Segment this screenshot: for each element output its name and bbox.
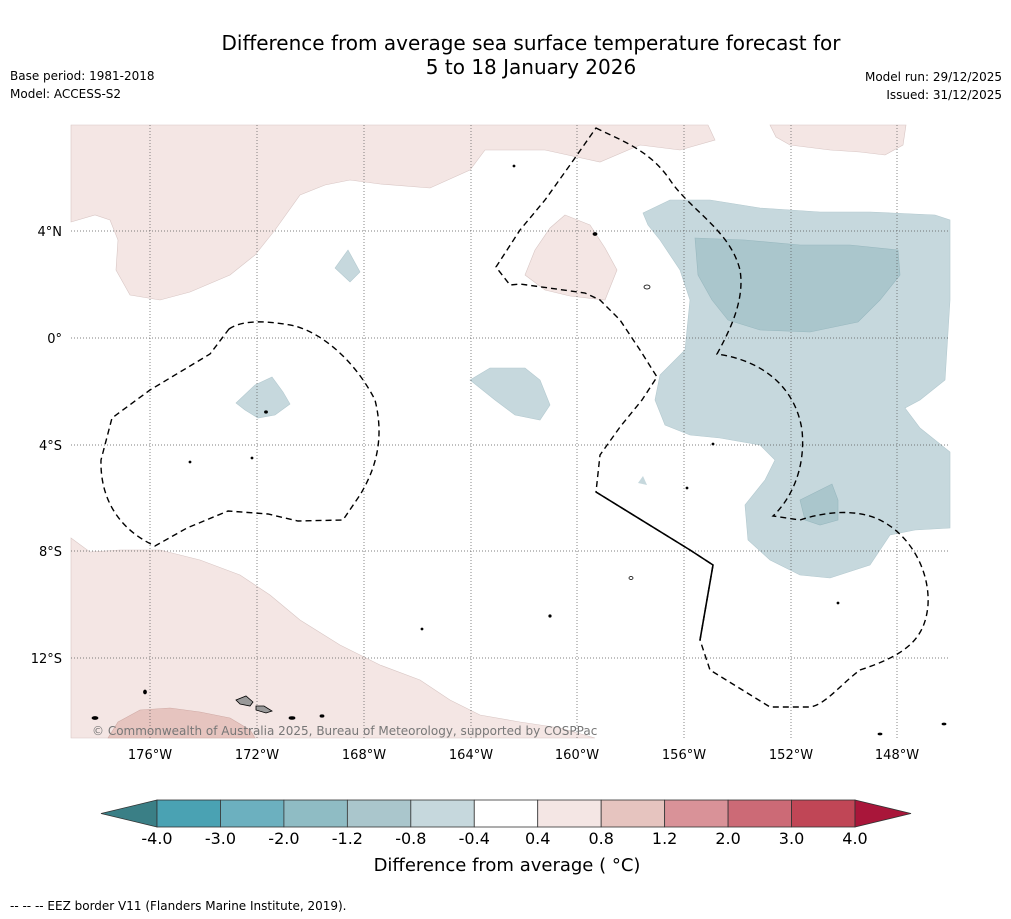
title-line-1: Difference from average sea surface temp… xyxy=(221,31,841,55)
colorbar-tick-label: 1.2 xyxy=(651,829,678,848)
island-12 xyxy=(188,460,192,464)
island-1 xyxy=(592,232,598,236)
cool-region-east-strong xyxy=(694,237,901,333)
eez-border-solid-segment xyxy=(595,491,714,641)
lon-label-148w: 148°W xyxy=(875,748,919,763)
island-9 xyxy=(319,714,325,718)
colorbar-tick-label: -3.0 xyxy=(204,829,237,848)
colorbar-segment xyxy=(283,799,348,828)
island-17 xyxy=(420,627,424,631)
issued-date: Issued: 31/12/2025 xyxy=(886,88,1002,102)
colorbar-title: Difference from average ( °C) xyxy=(373,855,641,876)
lon-label-164w: 164°W xyxy=(449,748,493,763)
eez-footnote: -- -- -- EEZ border V11 (Flanders Marine… xyxy=(10,899,347,913)
island-7 xyxy=(91,716,99,720)
colorbar-segment xyxy=(220,799,285,828)
model-run: Model run: 29/12/2025 xyxy=(864,70,1002,84)
warm-region-south xyxy=(70,537,596,739)
cool-region-small-2 xyxy=(235,376,291,419)
lat-label-0: 0° xyxy=(47,332,62,347)
colorbar-tick-label: -0.4 xyxy=(458,829,490,848)
islands xyxy=(91,164,947,736)
island-13 xyxy=(250,456,254,460)
eez-border-west xyxy=(100,321,380,547)
lat-label-4n: 4°N xyxy=(38,225,63,240)
lat-label-8s: 8°S xyxy=(39,545,62,560)
colorbar-tick-label: -4.0 xyxy=(141,829,173,848)
colorbar-tick-label: 3.0 xyxy=(778,829,805,848)
lon-label-172w: 172°W xyxy=(235,748,279,763)
colorbar-tick-label: 4.0 xyxy=(842,829,868,848)
cool-region-small-1 xyxy=(334,249,361,283)
colorbar-tick-label: -0.8 xyxy=(395,829,427,848)
colorbar-segment xyxy=(473,799,539,828)
island-savaii xyxy=(235,695,254,707)
meta-right: Model run: 29/12/2025 Issued: 31/12/2025 xyxy=(865,68,1002,104)
colorbar-segment xyxy=(537,799,602,828)
colorbar-segment xyxy=(156,799,221,828)
island-15 xyxy=(685,486,689,490)
island-14 xyxy=(711,442,715,446)
lon-label-156w: 156°W xyxy=(662,748,706,763)
copyright-notice: © Commonwealth of Australia 2025, Bureau… xyxy=(92,724,598,738)
model-name: Model: ACCESS-S2 xyxy=(10,87,122,101)
colorbar-segment xyxy=(664,799,729,828)
island-11 xyxy=(941,722,947,726)
warm-region-ne xyxy=(769,124,907,156)
island-4 xyxy=(143,689,147,695)
island-2 xyxy=(643,284,651,290)
cool-region-small-3 xyxy=(469,367,551,421)
lat-label-12s: 12°S xyxy=(31,652,62,667)
island-5 xyxy=(628,576,634,580)
base-period: Base period: 1981-2018 xyxy=(10,69,155,83)
island-6 xyxy=(548,614,552,618)
chart-title: Difference from average sea surface temp… xyxy=(0,31,1011,79)
lon-label-176w: 176°W xyxy=(128,748,172,763)
colorbar-tick-label: 2.0 xyxy=(715,829,741,848)
colorbar xyxy=(100,799,912,828)
island-upolu xyxy=(255,705,273,714)
colorbar-segment xyxy=(791,799,856,828)
lat-label-4s: 4°S xyxy=(39,439,62,454)
island-8 xyxy=(288,716,296,720)
colorbar-segment xyxy=(410,799,475,828)
colorbar-extend-low xyxy=(100,799,158,828)
lon-label-168w: 168°W xyxy=(342,748,386,763)
eez-border-central xyxy=(495,127,929,708)
lon-label-152w: 152°W xyxy=(769,748,813,763)
colorbar-tick-label: 0.4 xyxy=(524,829,551,848)
colorbar-tick-label: -1.2 xyxy=(331,829,363,848)
lon-label-160w: 160°W xyxy=(555,748,599,763)
colorbar-extend-high xyxy=(854,799,912,828)
colorbar-segment xyxy=(600,799,666,828)
colorbar-segment xyxy=(727,799,792,828)
colorbar-tick-label: 0.8 xyxy=(588,829,614,848)
island-10 xyxy=(877,732,883,736)
cool-region-small-4 xyxy=(638,476,647,485)
warm-region-south-strong xyxy=(107,707,256,739)
title-line-2: 5 to 18 January 2026 xyxy=(425,55,637,79)
colorbar-tick-label: -2.0 xyxy=(268,829,300,848)
warm-region-central xyxy=(524,214,618,301)
island-3 xyxy=(264,410,268,414)
colorbar-segment xyxy=(346,799,412,828)
cool-region-east-small-strong xyxy=(799,483,839,526)
warm-region-north xyxy=(70,124,716,301)
island-18 xyxy=(512,164,516,168)
graticule xyxy=(71,125,950,738)
island-16 xyxy=(836,601,840,605)
meta-left: Base period: 1981-2018 Model: ACCESS-S2 xyxy=(10,67,155,103)
